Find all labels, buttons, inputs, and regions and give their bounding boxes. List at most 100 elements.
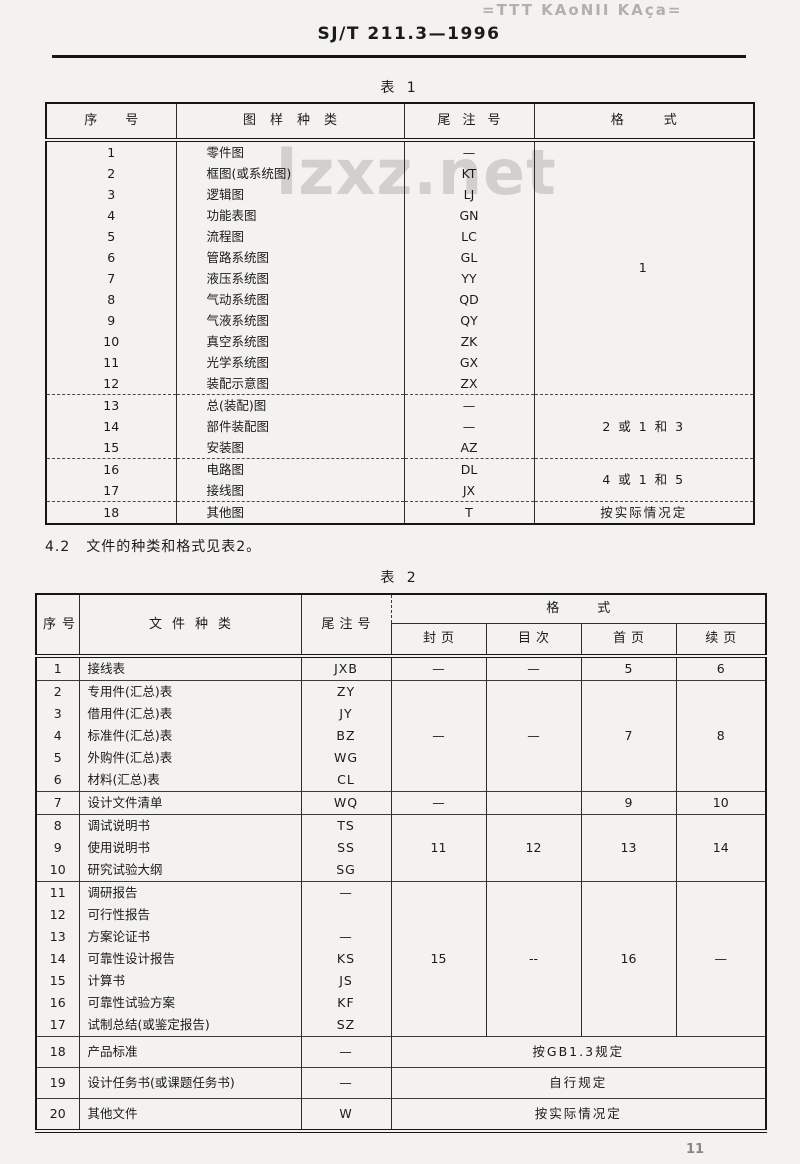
suffix-code: — bbox=[300, 926, 391, 948]
drawing-type: 接线图 bbox=[175, 480, 404, 502]
document-type: 方案论证书 bbox=[78, 926, 301, 948]
table1-header-format: 格式 bbox=[533, 103, 754, 142]
document-type: 材料(汇总)表 bbox=[78, 769, 301, 792]
format-first-page: 13 bbox=[580, 814, 676, 882]
row-number: 16 bbox=[49, 995, 66, 1011]
suffix-code: JX bbox=[403, 480, 534, 502]
document-type: 可行性报告 bbox=[78, 904, 301, 926]
document-type: 使用说明书 bbox=[78, 837, 301, 859]
row-number: 10 bbox=[103, 333, 120, 349]
document-type: 调研报告 bbox=[78, 881, 301, 904]
drawing-type: 液压系统图 bbox=[175, 268, 404, 289]
format-first-page: 7 bbox=[580, 680, 676, 792]
suffix-code: JXB bbox=[300, 656, 391, 681]
table2-row: 3 借用件(汇总)表 JY bbox=[36, 703, 766, 725]
suffix-code: KF bbox=[300, 992, 391, 1014]
table2-row: 16 可靠性试验方案 KF bbox=[36, 992, 766, 1014]
row-number: 3 bbox=[53, 706, 62, 722]
document-type: 专用件(汇总)表 bbox=[78, 680, 301, 703]
document-type: 接线表 bbox=[78, 656, 301, 681]
format-contents-page: — bbox=[485, 656, 581, 681]
row-number: 1 bbox=[53, 661, 62, 677]
format-contents-page: 12 bbox=[485, 814, 581, 882]
table2-title: 表 2 bbox=[380, 570, 420, 586]
format-value: 2 或 1 和 3 bbox=[533, 394, 754, 459]
document-types-table: 序号 文件种类 尾注号 格式 封页 目次 首页 续页 1 接线表 JXB — —5 6 2 专… bbox=[35, 593, 768, 1133]
row-number: 18 bbox=[46, 501, 176, 524]
clause-4-2: 4.2 文件的种类和格式见表2。 bbox=[45, 536, 261, 556]
document-type: 研究试验大纲 bbox=[78, 859, 301, 882]
suffix-code: GX bbox=[403, 352, 534, 373]
row-number: 6 bbox=[107, 249, 116, 265]
table1-row: 3 逻辑图 LJ bbox=[46, 184, 754, 205]
row-number: 9 bbox=[107, 312, 116, 328]
row-number: 15 bbox=[49, 973, 66, 989]
row-number: 3 bbox=[107, 186, 116, 202]
row-number: 2 bbox=[107, 165, 116, 181]
suffix-code: QY bbox=[403, 310, 534, 331]
row-number: 5 bbox=[107, 228, 116, 244]
table1-row: 15 安装图 AZ bbox=[46, 437, 754, 459]
document-type: 可靠性试验方案 bbox=[78, 992, 301, 1014]
drawing-type: 流程图 bbox=[175, 226, 404, 247]
clause-text: 文件的种类和格式见表2。 bbox=[86, 539, 262, 555]
suffix-code: ZX bbox=[403, 373, 534, 395]
table1-row: 9 气液系统图 QY bbox=[46, 310, 754, 331]
table2-row: 8 调试说明书 TS 11 12 13 14 bbox=[36, 814, 767, 882]
format-cont-page: — bbox=[675, 881, 767, 1037]
table2-row: 12 可行性报告 bbox=[36, 904, 766, 926]
format-note: 自行规定 bbox=[390, 1067, 767, 1099]
table1-header-code: 尾注号 bbox=[403, 103, 534, 142]
row-number: 20 bbox=[36, 1098, 79, 1131]
table2-row: 5 外购件(汇总)表 WG bbox=[36, 747, 766, 769]
drawing-type: 气动系统图 bbox=[175, 289, 404, 310]
row-number: 5 bbox=[53, 750, 62, 766]
row-number: 14 bbox=[103, 418, 120, 434]
suffix-code: YY bbox=[403, 268, 534, 289]
suffix-code: SZ bbox=[300, 1014, 391, 1037]
row-number: 13 bbox=[49, 929, 66, 945]
row-number: 11 bbox=[103, 354, 120, 370]
row-number: 19 bbox=[36, 1067, 79, 1099]
row-number: 9 bbox=[53, 840, 62, 856]
drawing-type: 总(装配)图 bbox=[175, 394, 404, 416]
table1-row: 7 液压系统图 YY bbox=[46, 268, 754, 289]
format-value: 1 bbox=[533, 140, 754, 395]
row-number: 12 bbox=[103, 375, 120, 391]
table1-header-no: 序号 bbox=[46, 103, 176, 142]
row-number: 17 bbox=[103, 482, 120, 498]
table2-row: 10 研究试验大纲 SG bbox=[36, 859, 766, 882]
table2-row: 9 使用说明书 SS bbox=[36, 837, 766, 859]
table2-row: 17 试制总结(或鉴定报告) SZ bbox=[36, 1014, 766, 1037]
suffix-code: ZK bbox=[403, 331, 534, 352]
table1-row: 17 接线图 JX bbox=[46, 480, 754, 502]
suffix-code: ZY bbox=[300, 680, 391, 703]
suffix-code: WG bbox=[300, 747, 391, 769]
table1-row: 14 部件装配图 — bbox=[46, 416, 754, 437]
document-type: 调试说明书 bbox=[78, 814, 301, 837]
drawing-type: 功能表图 bbox=[175, 205, 404, 226]
table2-row: 2 专用件(汇总)表 ZY — —7 8 bbox=[36, 680, 767, 792]
drawing-type: 框图(或系统图) bbox=[175, 163, 404, 184]
format-value: 4 或 1 和 5 bbox=[533, 458, 754, 502]
format-cont-page: 10 bbox=[675, 791, 767, 815]
table2-header-type: 文件种类 bbox=[78, 594, 301, 658]
format-cover-page: — bbox=[390, 656, 486, 681]
document-type: 借用件(汇总)表 bbox=[78, 703, 301, 725]
table1-row: 6 管路系统图 GL bbox=[46, 247, 754, 268]
document-type: 试制总结(或鉴定报告) bbox=[78, 1014, 301, 1037]
format-first-page: 16 bbox=[580, 881, 676, 1037]
suffix-code: CL bbox=[300, 769, 391, 792]
scan-watermark-top: =TTT KAoNII KAça= bbox=[482, 1, 683, 19]
document-type: 可靠性设计报告 bbox=[78, 948, 301, 970]
suffix-code: T bbox=[403, 501, 534, 524]
drawing-type: 装配示意图 bbox=[175, 373, 404, 395]
table1-row: 10 真空系统图 ZK bbox=[46, 331, 754, 352]
table1-row: 4 功能表图 GN bbox=[46, 205, 754, 226]
drawing-type: 光学系统图 bbox=[175, 352, 404, 373]
table1-header-type: 图样种类 bbox=[175, 103, 404, 142]
suffix-code: — bbox=[403, 394, 534, 416]
drawing-type: 逻辑图 bbox=[175, 184, 404, 205]
format-cover-page: 15 bbox=[390, 881, 486, 1037]
row-number: 17 bbox=[49, 1017, 66, 1033]
